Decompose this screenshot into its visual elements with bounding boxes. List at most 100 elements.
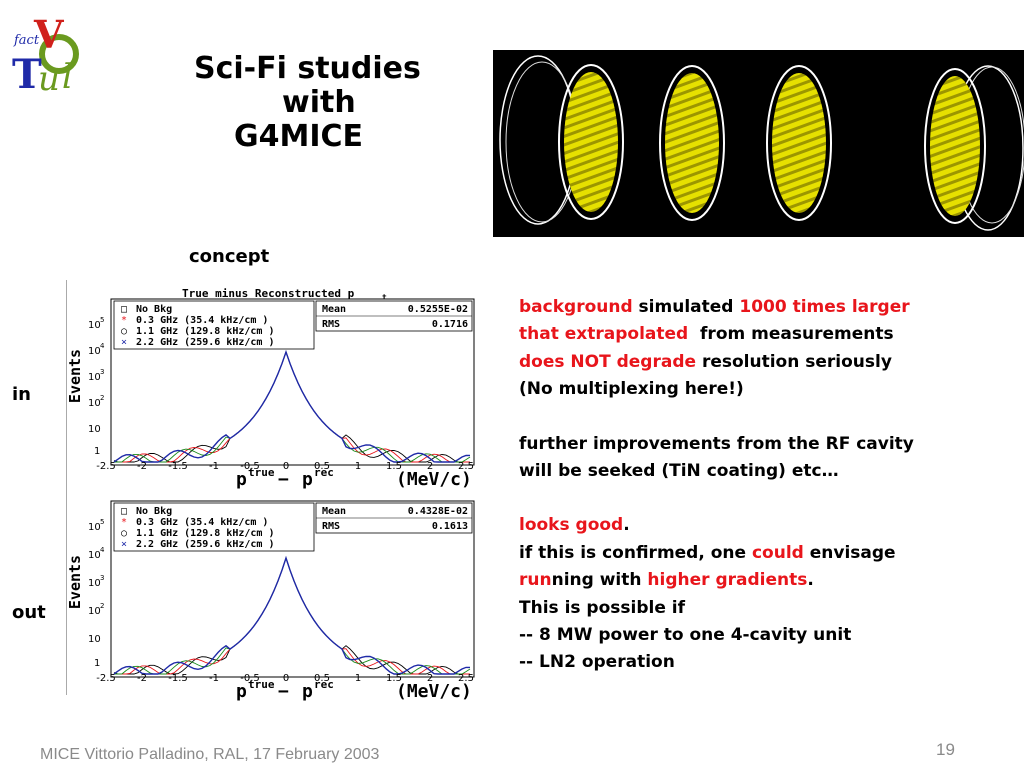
notes-text: ning with [551, 570, 648, 591]
out-label: out [12, 602, 46, 623]
histogram-curves [113, 555, 471, 675]
notes-text: if this is confirmed, one [519, 542, 752, 563]
fact-logo: fact V T u l [12, 14, 79, 94]
x-axis-label-p: p [236, 681, 247, 702]
legend-box: □ No Bkg * 0.3 GHz (35.4 kHz/cm ) ○ 1.1 … [113, 502, 315, 552]
x-tick-label: 1.5 [386, 673, 402, 684]
x-tick-label: -0.5 [240, 461, 260, 472]
detector-render-image [493, 50, 1024, 237]
fibre-plane-disks [558, 64, 986, 224]
x-tick-label: -2.5 [96, 673, 116, 684]
svg-text:p: p [302, 469, 313, 490]
legend-entry: 0.3 GHz (35.4 kHz/cm ) [136, 315, 268, 326]
legend-entry: No Bkg [136, 304, 172, 315]
x-axis-label: p true − p rec (MeV/c) [236, 678, 472, 702]
x-tick-label: 0 [283, 461, 289, 472]
stats-box: Mean 0.4328E-02 RMS 0.1613 [315, 502, 473, 534]
y-tick-label: 10 [88, 550, 101, 561]
legend-marker: □ [121, 304, 127, 315]
x-tick-labels: -2.5 -2 -1.5 -1 -0.5 0 0.5 1 1.5 2 2.5 [96, 461, 474, 472]
y-tick-label: 10 [88, 522, 101, 533]
logo-letter-l: l [62, 57, 73, 94]
notes-line: running with higher gradients. [519, 567, 1019, 594]
y-tick-exp: 2 [100, 394, 104, 402]
histogram-divider [66, 280, 67, 695]
y-tick-label: 10 [88, 346, 101, 357]
legend-entry: No Bkg [136, 506, 172, 517]
slide-title: Sci-Fi studies with G4MICE [180, 52, 450, 154]
y-tick-exp: 5 [100, 518, 104, 526]
notes-line: -- 8 MW power to one 4-cavity unit [519, 625, 852, 646]
stats-rms-label: RMS [322, 521, 340, 532]
notes-highlight: run [519, 570, 552, 591]
stats-mean-value: 0.5255E-02 [408, 304, 468, 315]
legend-marker: × [121, 539, 127, 550]
notes-highlight: background [519, 297, 633, 317]
y-tick-label: 10 [88, 578, 101, 589]
legend-entry: 1.1 GHz (129.8 kHz/cm ) [136, 326, 274, 337]
slide-footer: MICE Vittorio Palladino, RAL, 17 Februar… [40, 746, 380, 763]
y-tick-label: 10 [88, 320, 101, 331]
y-tick-label: 1 [94, 658, 100, 669]
y-tick-exp: 3 [100, 368, 104, 376]
title-line-3: G4MICE [234, 119, 364, 154]
notes-highlight: higher gradients [647, 570, 808, 591]
histogram-title: True minus Reconstructed p [182, 287, 355, 300]
x-tick-label: 0.5 [314, 673, 330, 684]
logo-letter-t: T [12, 51, 42, 94]
x-tick-label: 0.5 [314, 461, 330, 472]
notes-gap [519, 485, 1019, 512]
y-tick-label: 1 [94, 446, 100, 457]
slide-notes: background simulated 1000 times larger t… [519, 294, 1019, 677]
y-axis-label: Events [66, 349, 84, 403]
y-tick-exp: 3 [100, 574, 104, 582]
legend-box: □ No Bkg * 0.3 GHz (35.4 kHz/cm ) ○ 1.1 … [113, 300, 315, 350]
notes-line: that extrapolated from measurements [519, 321, 1019, 348]
notes-text: . [807, 570, 814, 591]
x-tick-label: 1 [355, 673, 361, 684]
x-tick-label: -2 [137, 461, 147, 472]
legend-marker: ○ [121, 528, 127, 539]
title-line-2: with [282, 85, 356, 120]
x-tick-label: 0 [283, 673, 289, 684]
notes-line: This is possible if [519, 597, 686, 618]
y-axis-label: Events [66, 555, 84, 609]
legend-marker: ○ [121, 326, 127, 337]
notes-line: looks good. [519, 512, 1019, 539]
notes-highlight: does NOT degrade [519, 351, 697, 372]
y-tick-exp: 4 [100, 342, 105, 350]
notes-highlight: that extrapolated [519, 324, 689, 345]
x-axis-label: p true − p rec (MeV/c) [236, 466, 472, 490]
concept-label: concept [189, 246, 270, 267]
y-tick-labels: 10 5 10 4 10 3 10 2 10 1 [88, 518, 105, 669]
x-tick-label: 2 [427, 673, 433, 684]
legend-entry: 1.1 GHz (129.8 kHz/cm ) [136, 528, 274, 539]
x-tick-label: -0.5 [240, 673, 260, 684]
page-number: 19 [936, 740, 955, 759]
x-tick-label: -1.5 [168, 673, 188, 684]
logo-ring-icon [39, 34, 79, 74]
svg-text:true: true [248, 678, 275, 691]
notes-line: -- LN2 operation [519, 652, 675, 673]
notes-text: . [623, 515, 630, 536]
title-line-1: Sci-Fi studies [194, 51, 421, 86]
y-tick-label: 10 [88, 424, 101, 435]
stats-rms-value: 0.1716 [432, 319, 468, 330]
histogram-series-line [113, 555, 470, 675]
x-axis-label-p: p [236, 469, 247, 490]
x-tick-label: -2.5 [96, 461, 116, 472]
svg-text:true: true [248, 466, 275, 479]
x-tick-label: 1.5 [386, 461, 402, 472]
notes-highlight: could [751, 542, 804, 563]
histogram-in: True minus Reconstructed p t Events 10 5… [66, 287, 475, 490]
logo-text-fact: fact [13, 33, 40, 48]
notes-text: envisage [803, 542, 896, 563]
notes-text: from measurements [688, 324, 894, 345]
y-tick-label: 10 [88, 634, 101, 645]
y-tick-label: 10 [88, 606, 101, 617]
svg-text:rec: rec [314, 678, 334, 691]
notes-text: resolution seriously [696, 351, 892, 372]
x-axis-label-unit: (MeV/c) [396, 469, 472, 490]
legend-marker: × [121, 337, 127, 348]
x-tick-labels: -2.5 -2 -1.5 -1 -0.5 0 0.5 1 1.5 2 2.5 [96, 673, 474, 684]
